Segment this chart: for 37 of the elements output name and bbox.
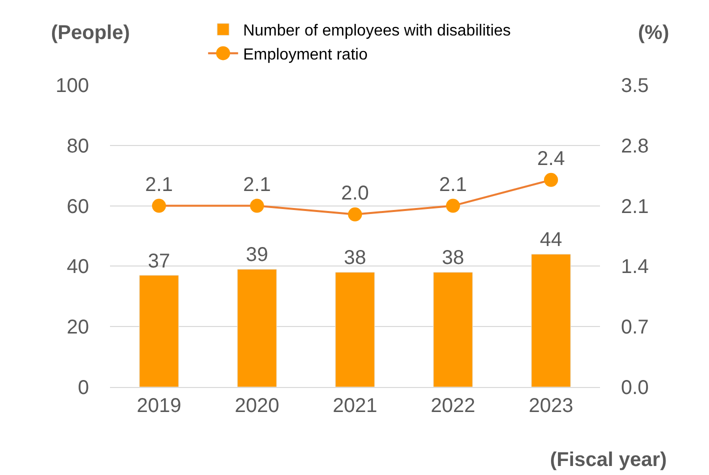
data-label: 38 bbox=[442, 247, 464, 270]
data-label: 38 bbox=[344, 247, 366, 270]
y-tick-label: 40 bbox=[66, 256, 89, 278]
y2-tick-label: 1.4 bbox=[621, 256, 649, 278]
bar bbox=[531, 254, 571, 387]
y2-tick-label: 2.8 bbox=[621, 135, 649, 158]
y-tick-label: 20 bbox=[66, 316, 89, 339]
y2-tick-label: 2.1 bbox=[621, 196, 649, 218]
y-axis-title: (People) bbox=[51, 22, 130, 44]
y-tick-label: 80 bbox=[66, 135, 89, 158]
data-label: 2.1 bbox=[439, 174, 467, 196]
bar bbox=[433, 272, 473, 387]
x-tick-label: 2023 bbox=[528, 395, 574, 417]
data-label: 2.1 bbox=[145, 174, 173, 196]
data-label: 37 bbox=[148, 250, 170, 272]
data-label: 39 bbox=[246, 244, 268, 266]
y2-tick-label: 0.0 bbox=[621, 377, 649, 399]
y-tick-label: 60 bbox=[66, 196, 89, 218]
x-tick-label: 2020 bbox=[234, 395, 280, 417]
y-tick-label: 100 bbox=[56, 75, 89, 97]
x-tick-label: 2019 bbox=[136, 395, 182, 417]
bar bbox=[237, 268, 277, 387]
bar bbox=[139, 275, 179, 387]
y2-tick-label: 0.7 bbox=[621, 316, 649, 339]
data-label: 2.0 bbox=[341, 182, 369, 205]
data-label: 2.1 bbox=[243, 174, 271, 196]
y-tick-label: 0 bbox=[78, 377, 89, 399]
x-tick-label: 2022 bbox=[430, 395, 476, 417]
y2-axis-title: (%) bbox=[638, 22, 670, 44]
legend-label: Number of employees with disabilities bbox=[243, 22, 511, 40]
bar bbox=[335, 272, 375, 387]
data-label: 2.4 bbox=[537, 148, 565, 170]
data-label: 44 bbox=[540, 229, 562, 252]
y2-tick-label: 3.5 bbox=[621, 75, 649, 97]
x-axis-title: (Fiscal year) bbox=[550, 449, 667, 471]
x-tick-label: 2021 bbox=[332, 395, 378, 417]
legend-label: Employment ratio bbox=[243, 46, 368, 64]
